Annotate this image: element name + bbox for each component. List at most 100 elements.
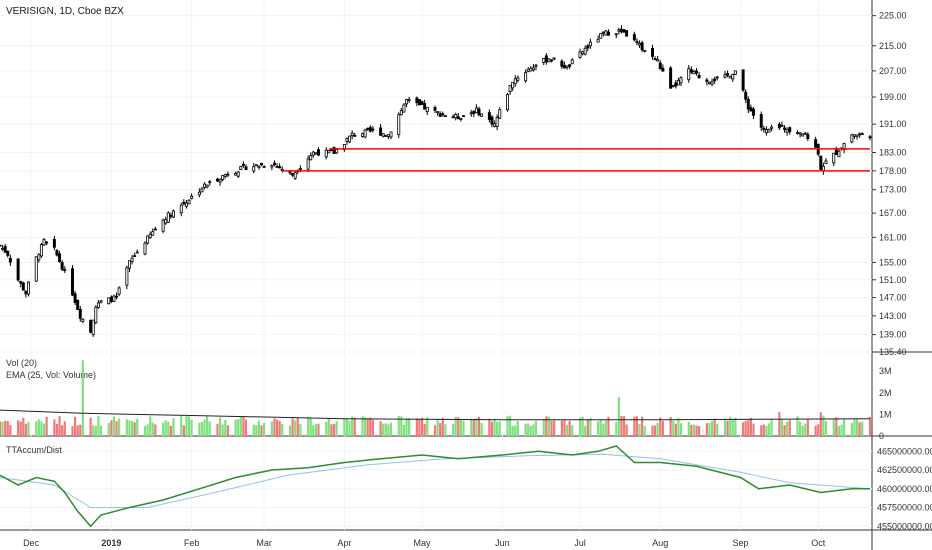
candle-body [583, 47, 587, 55]
volume-bar [674, 423, 677, 436]
volume-bar [255, 424, 258, 436]
candle-body [275, 165, 279, 168]
volume-bar [151, 422, 154, 436]
price-tick-label: 167.00 [879, 208, 907, 218]
volume-bar [299, 423, 302, 436]
candle-body [635, 41, 639, 43]
volume-bar [53, 419, 56, 436]
volume-bar [273, 418, 276, 436]
candle-body [368, 126, 372, 132]
candle-body [529, 67, 533, 72]
candle-body [472, 110, 476, 114]
candle-body [834, 149, 838, 155]
volume-bar [760, 425, 763, 436]
candle-body [570, 59, 574, 65]
candle-body [550, 59, 554, 62]
volume-bar [99, 425, 103, 436]
candle-body [94, 306, 98, 324]
candle-body [125, 267, 129, 286]
volume-bar [260, 425, 263, 436]
candle-body [348, 135, 352, 143]
volume-bar [79, 424, 82, 436]
volume-bar [206, 416, 209, 436]
volume-bar [172, 418, 175, 436]
candle-body [788, 127, 792, 133]
volume-bar [822, 415, 825, 436]
volume-bar [744, 421, 747, 436]
candle-body [200, 188, 204, 193]
candle-body [345, 138, 349, 142]
candle-body [146, 235, 150, 244]
candle-body [417, 99, 421, 106]
candle-body [526, 68, 530, 72]
candle-body [254, 164, 258, 167]
price-tick-label: 135.40 [879, 347, 907, 357]
volume-bar [726, 420, 729, 436]
accum-dist-signal-line [0, 453, 871, 508]
candle-body [78, 308, 82, 319]
volume-bar [672, 420, 675, 436]
indicator-tick-label: 462500000.00 [877, 465, 932, 475]
candle-body [697, 74, 701, 79]
volume-bar [581, 416, 584, 436]
price-tick-label: 178.00 [879, 166, 907, 176]
candle-body [293, 172, 297, 179]
price-pane: VERISIGN, 1D, Cboe BZX [0, 6, 872, 337]
x-tick-label: 2019 [101, 538, 121, 548]
volume-bar [687, 421, 690, 436]
volume-bar [780, 419, 784, 436]
candle-body [513, 78, 517, 85]
candle-body [316, 149, 320, 156]
candle-body [798, 132, 802, 135]
accum-dist-pane: TTAccum/Dist [0, 445, 871, 528]
volume-bar [679, 423, 683, 436]
candle-body [353, 135, 357, 137]
volume-bar [840, 424, 843, 436]
volume-bar [550, 420, 553, 436]
x-tick-label: Dec [23, 538, 40, 548]
volume-bar [723, 418, 727, 436]
candle-body [309, 155, 313, 161]
volume-bar [710, 420, 714, 436]
candle-body [661, 67, 665, 72]
candle-body [19, 281, 23, 284]
candle-body [329, 149, 333, 152]
volume-bar [35, 421, 38, 436]
candle-body [508, 84, 512, 93]
volume-bar [806, 419, 809, 436]
volume-bar [345, 419, 349, 436]
volume-bar [589, 417, 592, 436]
price-tick-label: 183.00 [879, 147, 907, 157]
candle-body [153, 228, 157, 231]
volume-bar [654, 425, 657, 436]
candle-body [135, 251, 139, 254]
volume-bar [477, 416, 481, 436]
volume-bar [115, 421, 118, 436]
volume-bar [705, 423, 708, 436]
volume-bar [506, 416, 509, 436]
candle-body [1, 247, 5, 250]
candle-body [801, 133, 805, 137]
volume-bar [868, 416, 872, 436]
candle-body [731, 74, 735, 80]
volume-bar [563, 419, 566, 436]
candle-body [143, 242, 147, 255]
candle-body [350, 132, 354, 136]
x-tick-label: Feb [184, 538, 200, 548]
candle-body [622, 29, 626, 33]
volume-bar [294, 420, 297, 436]
volume-bar [221, 424, 224, 436]
candle-body [656, 59, 660, 62]
candle-body [762, 127, 766, 130]
price-tick-label: 147.00 [879, 293, 907, 303]
volume-bar [832, 419, 835, 436]
price-tick-label: 225.00 [879, 11, 907, 21]
volume-bar [130, 420, 134, 436]
volume-bar [698, 426, 701, 436]
candle-body [490, 116, 494, 125]
volume-bar [278, 420, 281, 436]
candle-body [151, 231, 155, 236]
volume-bar [532, 424, 535, 436]
volume-bar [436, 419, 439, 436]
candle-body [671, 84, 675, 88]
